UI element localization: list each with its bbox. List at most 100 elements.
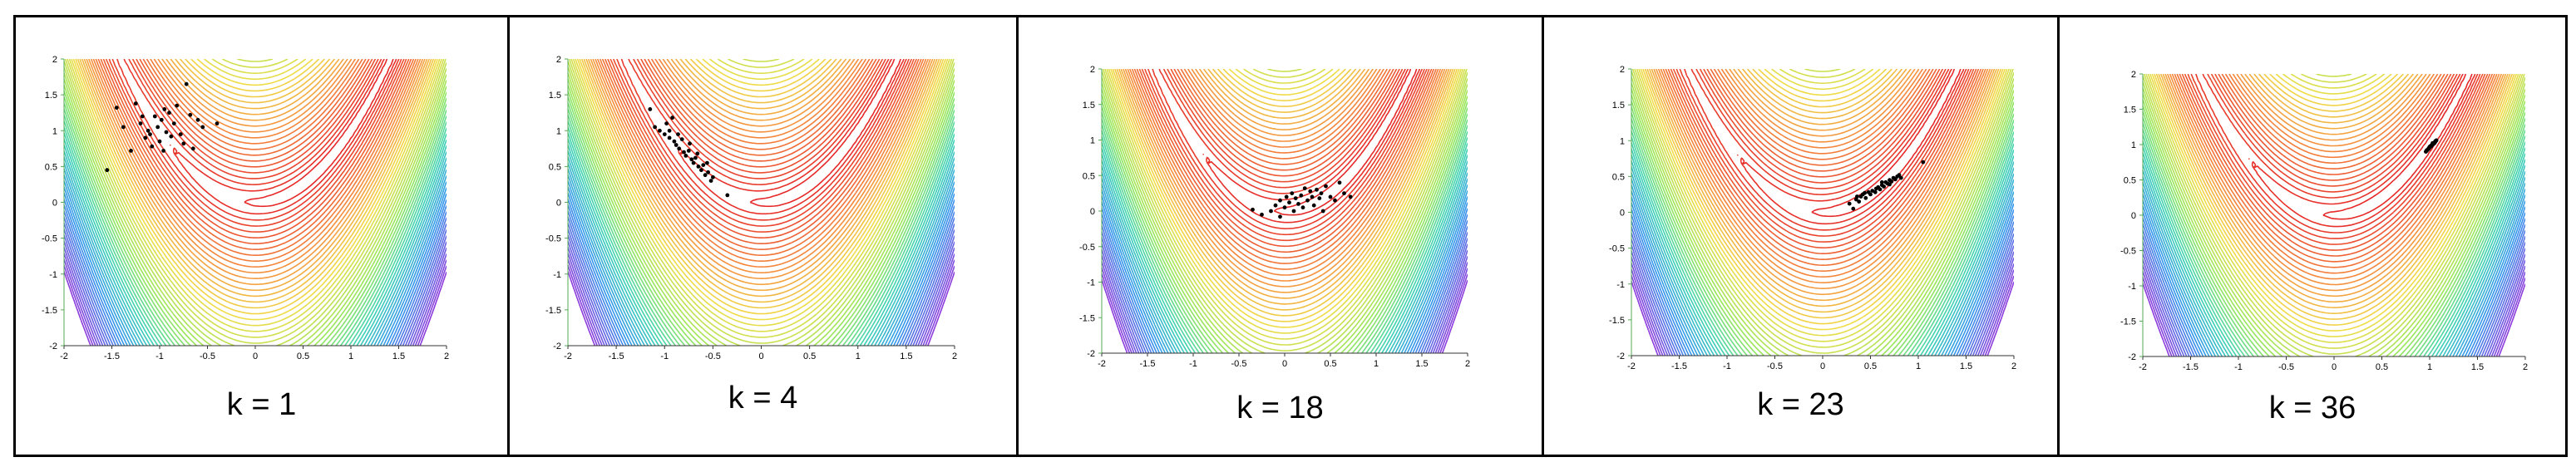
y-tick-label: -1.5: [2120, 317, 2136, 327]
contour-line: [64, 150, 447, 346]
contour-line: [674, 59, 905, 215]
panel-5: -2 -1.5 -1 -0.5 0 0.5 1 1.5 2 2 1.5 1 0.5 0 -0.5 -1 -1.5…: [2060, 17, 2565, 455]
contour-line: [64, 223, 447, 346]
scatter-point: [1299, 193, 1304, 198]
contour-line: [1102, 219, 1468, 353]
scatter-point: [178, 132, 183, 137]
scatter-point: [148, 132, 152, 137]
contour-line: [1102, 160, 1468, 353]
contour-line: [2143, 140, 2525, 356]
contour-line: [1102, 243, 1468, 353]
scatter-point: [162, 107, 167, 111]
contour-line: [568, 210, 955, 346]
contour-line: [595, 59, 930, 273]
contour-line: [64, 84, 447, 346]
contour-line: [568, 247, 955, 346]
contour-line: [64, 216, 447, 346]
contour-line: [583, 59, 940, 303]
y-tick-label: -1: [1616, 280, 1625, 290]
contour-line: [2169, 74, 2500, 286]
contour-line: [575, 59, 949, 327]
contour-line: [1152, 69, 1424, 229]
y-tick-label: -1.5: [1609, 316, 1625, 326]
scatter-point: [689, 157, 694, 162]
contour-line: [2143, 175, 2525, 356]
contour-line: [1631, 82, 2014, 356]
scatter-point: [1308, 189, 1313, 194]
x-tick-label: 1: [348, 351, 353, 361]
contour-line: [1110, 69, 1460, 328]
contour-line: [108, 59, 405, 233]
contour-line: [1631, 196, 2014, 356]
contour-line: [568, 114, 955, 346]
contour-line: [1273, 69, 1418, 216]
contour-line: [2162, 74, 2507, 303]
contour-line: [2167, 74, 2503, 292]
contour-line: [2143, 241, 2525, 356]
contour-line: [1102, 82, 1468, 353]
scatter-point: [1317, 196, 1322, 201]
scatter-point: [1873, 189, 1878, 194]
contour-line: [1102, 94, 1468, 353]
plot-4: -2 -1.5 -1 -0.5 0 0.5 1 1.5 2 2 1.5 1 0.5 0 -0.5 -1 -1.5…: [1609, 65, 2016, 371]
caption-3: k = 18: [1236, 391, 1324, 425]
contour-line: [592, 59, 931, 279]
contour-line: [613, 59, 913, 233]
scatter-point: [1863, 190, 1867, 195]
contour-line: [2143, 211, 2525, 356]
contour-line: [568, 234, 955, 346]
scatter-point: [133, 101, 138, 106]
contour-line: [1631, 71, 2014, 356]
contour-line: [568, 162, 955, 346]
scatter-point: [676, 132, 680, 137]
x-tick-label: 2: [952, 351, 957, 361]
contour-lines: [1631, 69, 2014, 356]
scatter-point: [1260, 212, 1264, 217]
contour-line: [568, 229, 955, 346]
panel-3: -2 -1.5 -1 -0.5 0 0.5 1 1.5 2 2 1.5 1 0.5 0 -0.5 -1 -1.5…: [1019, 17, 1544, 455]
scatter-point: [1878, 187, 1883, 192]
contour-line: [1651, 69, 1996, 302]
scatter-point: [188, 112, 193, 117]
contour-line: [1631, 148, 2014, 356]
contour-line: [2143, 93, 2525, 356]
contour-line: [568, 132, 955, 346]
y-tick-label: -2: [2128, 352, 2136, 362]
scatter-point: [1857, 199, 1862, 204]
scatter-point: [140, 114, 145, 119]
y-tick-label: -2: [49, 342, 57, 351]
x-tick-label: -1.5: [1140, 359, 1156, 369]
contour-line: [64, 168, 447, 346]
contour-line: [2143, 253, 2525, 356]
contour-line: [2143, 223, 2525, 356]
contour-line: [1631, 160, 2014, 356]
contour-line: [2195, 74, 2479, 234]
contour-line: [1102, 118, 1468, 353]
contour-line: [587, 59, 936, 292]
contour-line: [580, 59, 942, 309]
contour-line: [64, 132, 447, 346]
contour-line: [1108, 69, 1462, 334]
contour-line: [1102, 267, 1468, 353]
x-tick-label: 0: [2332, 362, 2337, 372]
contour-line: [1631, 142, 2014, 356]
x-tick-label: 0.5: [1864, 361, 1877, 371]
contour-line: [2147, 74, 2521, 343]
y-tick-label: 0: [556, 199, 561, 209]
contour-line: [1631, 220, 2014, 356]
contour-line: [2143, 283, 2525, 356]
contour-line: [1102, 130, 1468, 353]
x-tick-label: 1.5: [1960, 361, 1972, 371]
scatter-point: [1337, 180, 1342, 185]
contour-line: [2143, 264, 2525, 356]
x-tick-label: -1: [2234, 362, 2243, 372]
contour-line: [169, 59, 397, 215]
contour-line: [2143, 247, 2525, 356]
contour-line: [64, 91, 447, 346]
x-tick-label: -0.5: [200, 351, 215, 361]
y-tick-label: 0.5: [1083, 171, 1095, 181]
contour-line: [1675, 69, 1972, 243]
contour-line: [2143, 152, 2525, 356]
caption-1: k = 1: [226, 387, 297, 422]
contour-line: [64, 156, 447, 346]
